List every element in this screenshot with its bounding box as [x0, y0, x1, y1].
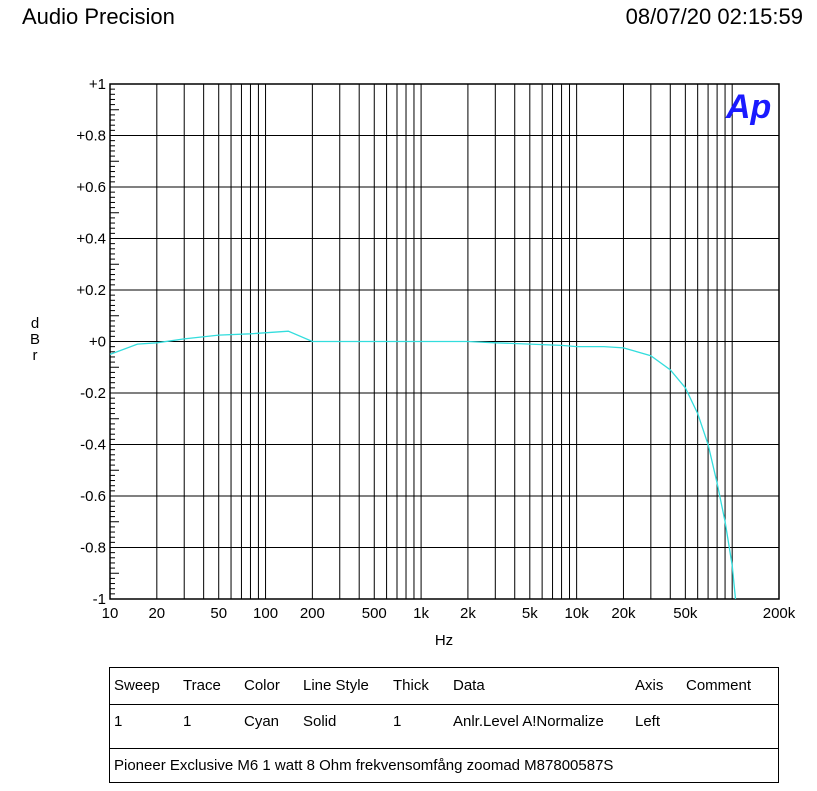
y-tick-label: +0.6 [76, 179, 106, 196]
y-axis-label-b: B [29, 331, 40, 348]
legend-header-comment: Comment [686, 677, 752, 694]
legend-header-row: Sweep Trace Color Line Style Thick Data … [110, 668, 778, 705]
y-tick-labels: +1 +0.8 +0.6 +0.4 +0.2 +0 -0.2 -0.4 -0.6 -0.8 -1 [76, 76, 106, 608]
y-tick-label: +1 [89, 76, 106, 93]
x-tick-label: 10 [102, 605, 119, 622]
legend-cell-data: Anlr.Level A!Normalize [453, 713, 604, 730]
x-tick-label: 5k [522, 605, 538, 622]
frequency-response-chart: 10 20 50 100 200 500 1k 2k 5k 10k 20k 50k 200k +1 +0.… [76, 76, 796, 649]
y-minor-ticks [110, 83, 119, 600]
legend-cell-sweep: 1 [114, 713, 123, 730]
legend-cell-style: Solid [303, 713, 337, 730]
legend-cell-color: Cyan [244, 713, 280, 730]
x-tick-label: 200k [763, 605, 796, 622]
x-tick-label: 50k [673, 605, 698, 622]
legend-cell-thick: 1 [393, 713, 402, 730]
x-tick-label: 200 [300, 605, 325, 622]
y-tick-label: +0.8 [76, 128, 106, 145]
legend-header-sweep: Sweep [114, 677, 160, 694]
x-axis-label: Hz [435, 632, 453, 649]
y-tick-label: -0.6 [80, 488, 106, 505]
x-tick-labels: 10 20 50 100 200 500 1k 2k 5k 10k 20k 50k 200k [102, 605, 796, 622]
y-tick-label: -0.8 [80, 540, 106, 557]
y-axis-label: d B r [28, 316, 42, 364]
series-group [109, 330, 737, 600]
x-tick-label: 100 [253, 605, 278, 622]
x-tick-label: 2k [460, 605, 476, 622]
legend-cell-trace: 1 [183, 713, 192, 730]
y-tick-label: +0.4 [76, 231, 106, 248]
app-title: Audio Precision [22, 4, 175, 29]
x-tick-label: 10k [565, 605, 590, 622]
legend-row: 1 1 Cyan Solid 1 Anlr.Level A!Normalize … [110, 704, 778, 749]
legend-header-thick: Thick [393, 677, 429, 694]
timestamp: 08/07/20 02:15:59 [625, 4, 803, 29]
x-tick-label: 20k [611, 605, 636, 622]
legend-header-trace: Trace [183, 677, 221, 694]
y-axis-label-r: r [32, 347, 38, 364]
legend-header-style: Line Style [303, 677, 369, 694]
y-tick-label: -0.2 [80, 385, 106, 402]
x-tick-label: 500 [362, 605, 387, 622]
series-line [109, 330, 737, 600]
x-tick-label: 1k [413, 605, 429, 622]
legend-header-color: Color [244, 677, 280, 694]
x-tick-label: 50 [210, 605, 227, 622]
legend-cell-axis: Left [635, 713, 661, 730]
legend-header-axis: Axis [635, 677, 664, 694]
ap-logo: Ap [725, 88, 771, 126]
x-tick-label: 20 [148, 605, 165, 622]
y-tick-label: +0 [89, 334, 106, 351]
legend-comment-row: Pioneer Exclusive M6 1 watt 8 Ohm frekve… [110, 748, 778, 783]
legend-comment-text: Pioneer Exclusive M6 1 watt 8 Ohm frekve… [114, 757, 614, 774]
y-axis-label-d: d [30, 315, 40, 332]
y-tick-label: -1 [93, 591, 106, 608]
y-tick-label: -0.4 [80, 437, 106, 454]
y-tick-label: +0.2 [76, 282, 106, 299]
legend-header-data: Data [453, 677, 485, 694]
legend-table: Sweep Trace Color Line Style Thick Data … [109, 667, 779, 783]
